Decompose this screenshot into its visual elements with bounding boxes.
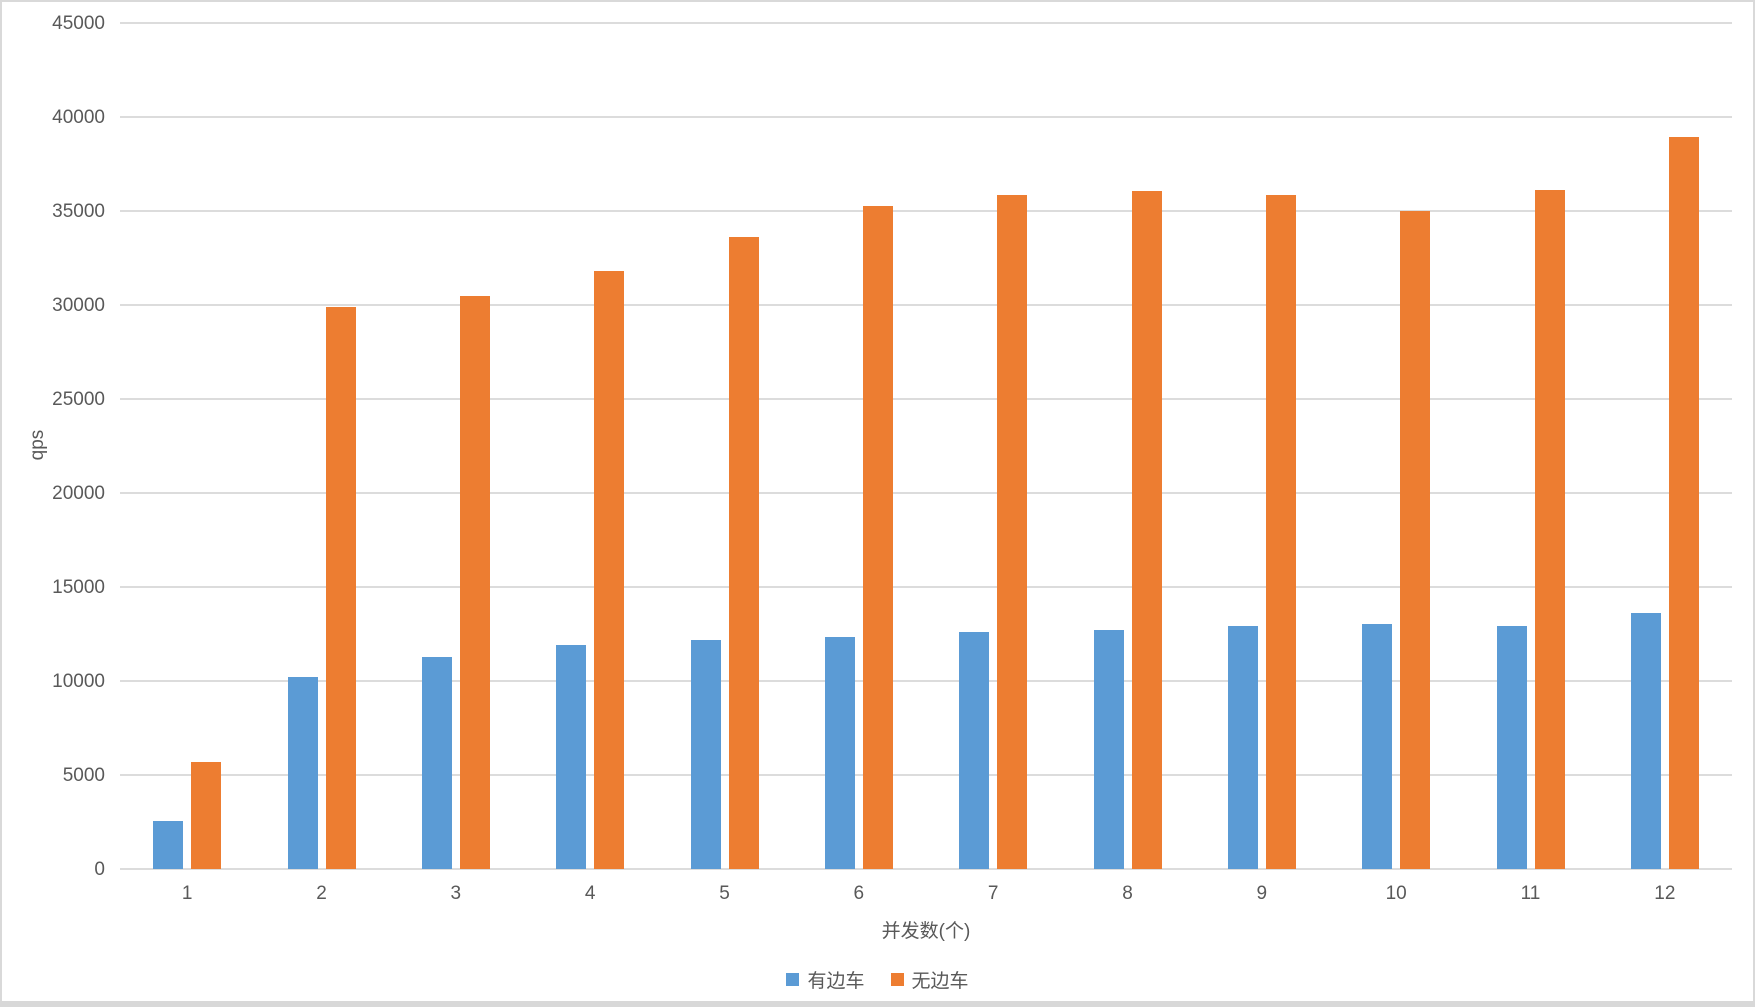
x-tick-label-2: 2 bbox=[316, 883, 327, 904]
bar-有边车-2 bbox=[287, 677, 318, 869]
x-tick-label-8: 8 bbox=[1122, 883, 1133, 904]
bar-无边车-8 bbox=[1131, 191, 1162, 869]
bar-无边车-4 bbox=[594, 271, 625, 869]
gridline-0 bbox=[120, 868, 1732, 870]
bar-有边车-1 bbox=[153, 821, 184, 869]
frame-border-right bbox=[1753, 0, 1755, 1007]
bar-无边车-11 bbox=[1534, 190, 1565, 869]
gridline-35000 bbox=[120, 210, 1732, 212]
x-tick-label-5: 5 bbox=[719, 883, 730, 904]
bar-无边车-12 bbox=[1668, 136, 1699, 869]
gridline-10000 bbox=[120, 680, 1732, 682]
bar-有边车-12 bbox=[1630, 613, 1661, 869]
bar-有边车-5 bbox=[690, 639, 721, 869]
y-tick-label-30000: 30000 bbox=[52, 295, 105, 316]
bar-无边车-5 bbox=[728, 237, 759, 869]
legend-item-series-1: 有边车 bbox=[786, 966, 865, 993]
y-tick-label-45000: 45000 bbox=[52, 13, 105, 34]
x-tick-label-1: 1 bbox=[181, 883, 193, 904]
bar-有边车-10 bbox=[1362, 623, 1393, 869]
y-tick-label-25000: 25000 bbox=[52, 389, 105, 410]
gridline-20000 bbox=[120, 492, 1732, 494]
x-axis-title: 并发数(个) bbox=[881, 921, 971, 942]
bar-有边车-11 bbox=[1496, 625, 1527, 869]
gridline-40000 bbox=[120, 116, 1732, 118]
bar-无边车-10 bbox=[1400, 211, 1431, 869]
legend-swatch-blue-icon bbox=[786, 973, 800, 986]
frame-border-top bbox=[0, 0, 1755, 2]
bar-无边车-6 bbox=[862, 206, 893, 869]
y-tick-label-0: 0 bbox=[94, 859, 105, 880]
y-axis-title: qps bbox=[27, 429, 48, 461]
bar-无边车-7 bbox=[997, 195, 1028, 869]
x-tick-label-9: 9 bbox=[1256, 883, 1268, 904]
x-tick-label-3: 3 bbox=[450, 883, 462, 904]
x-tick-label-12: 12 bbox=[1654, 883, 1676, 904]
bar-有边车-7 bbox=[959, 632, 990, 869]
x-tick-label-7: 7 bbox=[987, 883, 999, 904]
bar-有边车-6 bbox=[824, 636, 855, 869]
bar-无边车-3 bbox=[459, 295, 490, 869]
gridline-25000 bbox=[120, 398, 1732, 400]
bar-无边车-2 bbox=[325, 306, 356, 869]
legend-label-series-2: 无边车 bbox=[911, 971, 969, 992]
y-tick-label-10000: 10000 bbox=[52, 671, 105, 692]
x-tick-label-4: 4 bbox=[584, 883, 596, 904]
y-tick-label-20000: 20000 bbox=[52, 483, 105, 504]
y-tick-label-35000: 35000 bbox=[52, 201, 105, 222]
y-tick-label-40000: 40000 bbox=[52, 107, 105, 128]
bar-有边车-4 bbox=[556, 645, 587, 869]
gridline-5000 bbox=[120, 774, 1732, 776]
legend-swatch-orange-icon bbox=[890, 973, 904, 986]
frame-border-bottom bbox=[0, 1001, 1755, 1007]
bar-无边车-1 bbox=[191, 761, 222, 869]
gridline-15000 bbox=[120, 586, 1732, 588]
y-tick-label-5000: 5000 bbox=[62, 765, 105, 786]
bar-有边车-8 bbox=[1093, 630, 1124, 869]
bar-有边车-9 bbox=[1227, 625, 1258, 869]
gridline-45000 bbox=[120, 22, 1732, 24]
bar-无边车-9 bbox=[1265, 195, 1296, 869]
x-tick-label-10: 10 bbox=[1385, 883, 1407, 904]
x-tick-label-11: 11 bbox=[1520, 883, 1541, 904]
bar-有边车-3 bbox=[421, 656, 452, 869]
gridline-30000 bbox=[120, 304, 1732, 306]
y-tick-label-15000: 15000 bbox=[52, 577, 105, 598]
legend-label-series-1: 有边车 bbox=[807, 971, 865, 992]
legend-item-series-2: 无边车 bbox=[890, 966, 969, 993]
x-tick-label-6: 6 bbox=[853, 883, 865, 904]
frame-border-left bbox=[0, 0, 2, 1007]
legend: 有边车 无边车 bbox=[0, 966, 1755, 993]
